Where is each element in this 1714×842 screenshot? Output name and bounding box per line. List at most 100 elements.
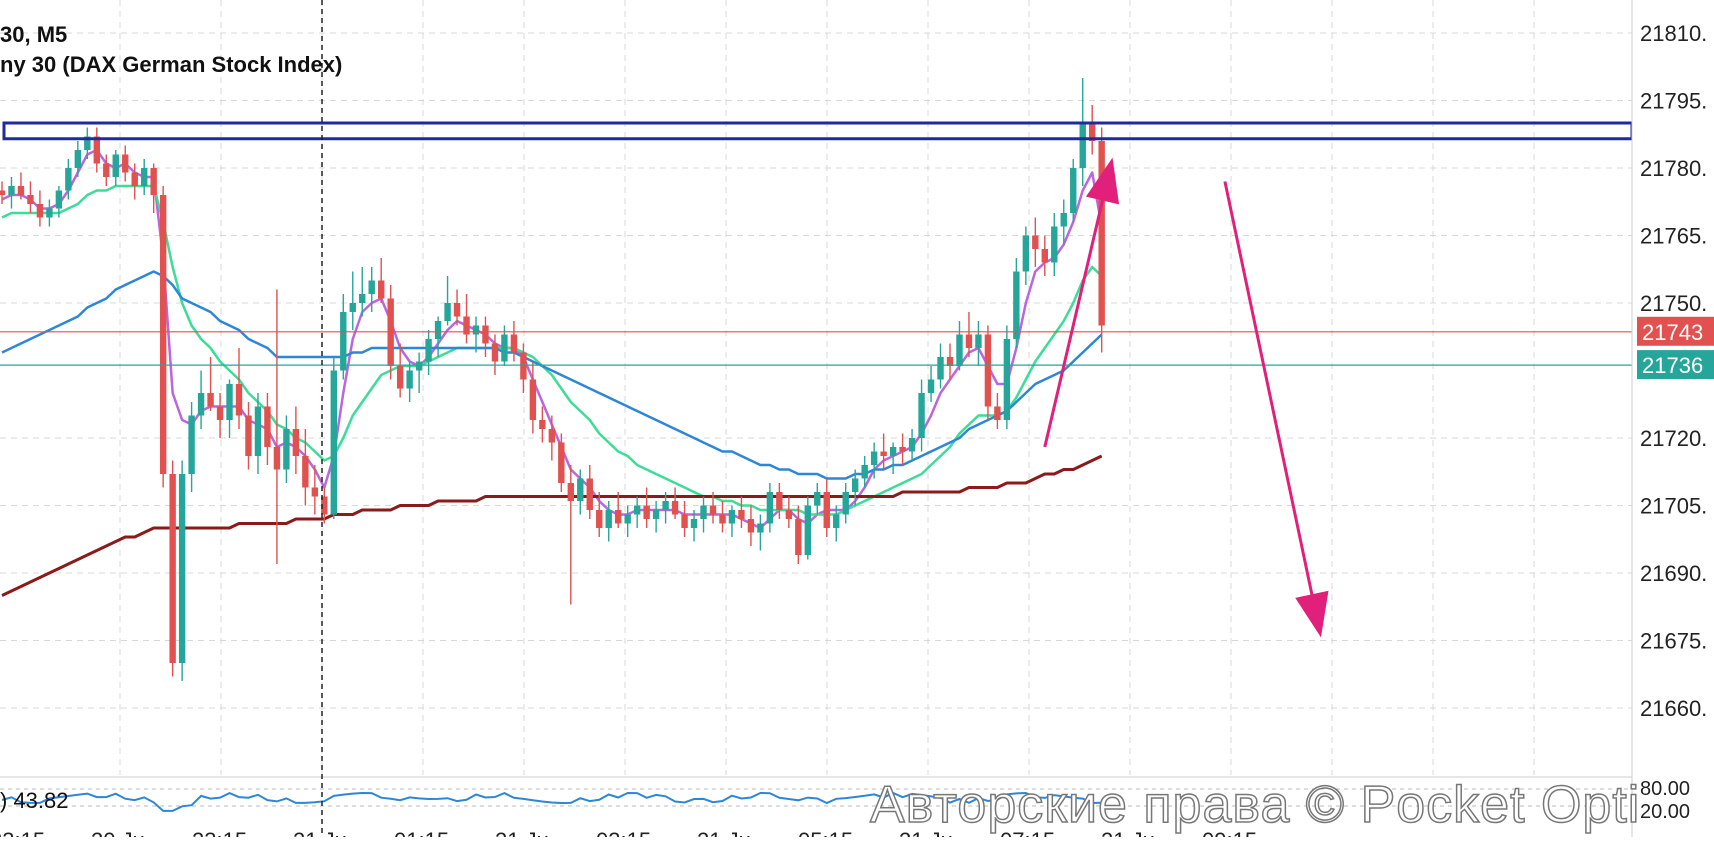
candle	[1070, 159, 1077, 222]
candle	[93, 127, 100, 173]
candle-body	[501, 334, 508, 362]
candle-body	[719, 514, 726, 524]
candle-body	[406, 370, 413, 389]
candle	[378, 258, 385, 303]
time-tick-label: 21 Ju	[697, 828, 751, 837]
candle-body	[975, 334, 982, 348]
current-price-tag: 21736	[1637, 350, 1714, 380]
candle	[188, 402, 195, 492]
candle	[368, 267, 375, 312]
candle	[264, 393, 271, 465]
candle-body	[1079, 123, 1086, 168]
time-tick-label: 21 Ju	[293, 828, 347, 837]
candle-body	[1013, 271, 1020, 339]
candle-body	[833, 514, 840, 528]
candle-body	[927, 379, 935, 393]
candle	[728, 505, 736, 537]
candle-body	[1003, 339, 1011, 420]
candle-body	[302, 456, 309, 488]
candle-body	[74, 150, 82, 168]
candle-body	[852, 478, 859, 492]
candle	[994, 393, 1001, 429]
candle-body	[681, 514, 688, 528]
candle	[302, 429, 309, 506]
time-tick-label: 01:15	[394, 828, 449, 837]
candle	[292, 406, 300, 474]
candle	[558, 433, 565, 492]
candle	[975, 321, 982, 366]
candle-body	[842, 492, 849, 515]
candle-body	[273, 447, 281, 470]
candle-body	[396, 366, 404, 389]
candle	[453, 289, 461, 326]
candle	[27, 181, 34, 213]
candle-body	[207, 393, 214, 407]
candle-body	[662, 501, 669, 510]
candle-body	[235, 384, 243, 416]
candle	[273, 289, 281, 564]
candle	[690, 510, 698, 542]
candle	[1089, 105, 1096, 155]
time-tick-label: 20 Ju	[91, 828, 145, 837]
candle	[444, 276, 451, 326]
candle-body	[55, 190, 63, 209]
candle	[216, 393, 224, 438]
candle-body	[1032, 235, 1039, 249]
candle-body	[586, 478, 593, 510]
candle-body	[349, 303, 356, 312]
price-tick-label: 21765.	[1640, 224, 1707, 249]
candle	[577, 469, 584, 515]
candle	[65, 159, 72, 200]
candle-body	[624, 514, 631, 524]
candle-body	[0, 190, 6, 195]
candle-body	[690, 519, 698, 528]
candle	[596, 492, 603, 537]
candle	[1022, 226, 1030, 285]
candle-body	[321, 496, 328, 515]
candle	[927, 366, 935, 402]
candle	[624, 505, 631, 537]
arrow-head	[1295, 590, 1329, 638]
candle-body	[245, 415, 252, 456]
candle	[330, 357, 337, 519]
candle-body	[491, 343, 499, 362]
candle-body	[899, 447, 906, 452]
candle-body	[340, 312, 347, 371]
candle-body	[444, 303, 451, 321]
candle	[671, 487, 679, 519]
candle	[84, 127, 91, 159]
candle	[852, 469, 859, 506]
candle	[1003, 325, 1011, 429]
candle	[652, 501, 660, 533]
candle-body	[264, 406, 271, 447]
candle	[870, 442, 878, 479]
candle	[226, 379, 233, 438]
candle	[1041, 235, 1048, 276]
candle-body	[1098, 141, 1105, 326]
candle-body	[425, 339, 432, 362]
candle-body	[804, 505, 811, 555]
oscillator-scale-20: 20.00	[1640, 801, 1690, 823]
candle-body	[937, 357, 944, 380]
candle-body	[36, 204, 44, 218]
candles	[0, 78, 1105, 681]
candle-body	[880, 451, 887, 456]
candle	[795, 505, 802, 564]
candle	[472, 316, 480, 353]
candle	[785, 496, 793, 528]
candle	[434, 316, 442, 357]
price-axis: 21810. 21795. 21780. 21765. 21750. 21720. 2170…	[1631, 0, 1714, 837]
candle-body	[131, 172, 138, 186]
candle	[55, 186, 63, 218]
candle-body	[615, 510, 622, 524]
candle	[245, 402, 252, 470]
candle-body	[434, 321, 442, 339]
candle	[633, 496, 641, 528]
time-tick-label: 21 Ju	[495, 828, 549, 837]
candle-body	[984, 334, 992, 407]
candle	[567, 465, 574, 605]
candle-body	[283, 429, 290, 470]
candle	[766, 483, 774, 533]
